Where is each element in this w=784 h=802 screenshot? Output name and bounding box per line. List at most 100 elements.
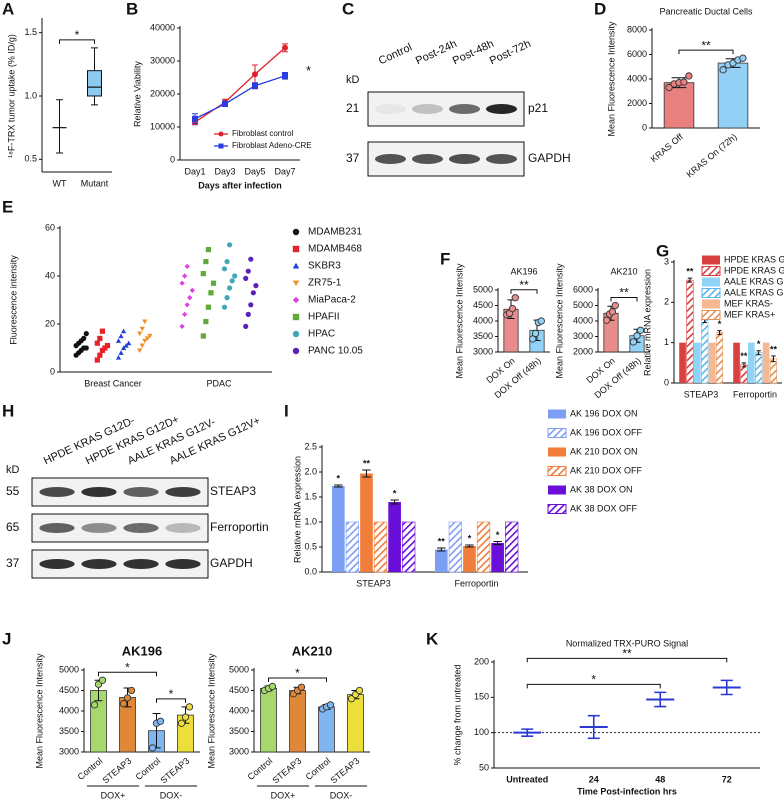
sig-label: *: [337, 473, 341, 483]
band: [165, 523, 201, 533]
data-point: [685, 72, 693, 80]
legend-label: MEF KRAS-: [724, 298, 773, 308]
y-tick-label: 20: [45, 318, 55, 328]
protein-label: p21: [528, 101, 548, 115]
marker: [252, 71, 258, 78]
marker: [118, 350, 124, 355]
sig-label: *: [125, 660, 130, 674]
bar: [373, 521, 388, 573]
band: [123, 487, 159, 497]
band: [39, 559, 75, 569]
legend-label: HPAC: [308, 329, 335, 340]
y-tick-label: 3500: [473, 331, 493, 341]
y-tick-label: 1.5: [24, 27, 37, 37]
sig-label: **: [686, 267, 694, 277]
legend-swatch: [702, 255, 720, 265]
bar: [740, 364, 748, 384]
sig-label: **: [619, 286, 629, 300]
band: [81, 487, 117, 497]
protein-label: STEAP3: [210, 484, 256, 498]
marker: [97, 335, 103, 341]
marker: [121, 345, 127, 351]
data-point: [181, 713, 190, 721]
bar: [347, 694, 364, 753]
error-bar: [741, 362, 747, 368]
y-tick-label: 3500: [59, 726, 79, 736]
panel-label: H: [2, 401, 14, 420]
y-tick-label: 1.0: [24, 90, 37, 100]
band: [123, 559, 159, 569]
legend-label: MDAMB231: [308, 227, 362, 238]
x-tick-label: Ferroportin: [733, 389, 777, 399]
bar: [693, 342, 701, 383]
sig-bracket: [526, 683, 661, 689]
chart-title: AK210: [610, 266, 637, 276]
marker: [144, 336, 150, 341]
panel-label: B: [126, 0, 138, 18]
marker: [218, 143, 224, 149]
bar: [402, 521, 416, 573]
data-point: [297, 683, 306, 691]
bar: [388, 502, 401, 572]
x-tick-label: Untreated: [506, 774, 548, 784]
legend-swatch: [702, 299, 720, 309]
marker: [253, 283, 259, 289]
band: [485, 154, 518, 164]
marker: [243, 275, 249, 281]
legend-label: ZR75-1: [308, 278, 342, 289]
y-axis-label: Mean Fluorescence Intensity: [206, 653, 216, 769]
data-point: [508, 304, 517, 313]
sig-label: *: [295, 666, 300, 680]
legend-label: PANC 10.05: [308, 346, 363, 357]
legend-label: AALE KRAS G12V-: [724, 276, 784, 286]
marker: [200, 333, 206, 339]
y-tick-label: 2.5: [304, 441, 317, 451]
y-tick-label: 6000: [627, 49, 647, 59]
series-line: [194, 47, 286, 123]
marker: [224, 259, 230, 265]
marker: [252, 82, 258, 89]
bar: [260, 688, 277, 753]
y-axis-label: ¹⁸F-TRX tumor uptake (% ID/g): [6, 34, 16, 158]
x-axis-label: Days after infection: [198, 180, 282, 190]
chart-title: AK210: [292, 643, 332, 658]
y-tick-label: 0: [170, 154, 175, 164]
legend-label: MEF KRAS+: [724, 309, 775, 319]
sig-label: **: [622, 647, 632, 661]
x-tick-label: STEAP3: [356, 578, 391, 588]
band: [39, 523, 75, 533]
x-tick-label: STEAP3: [684, 389, 719, 399]
marker: [104, 343, 111, 349]
bar: [747, 342, 755, 383]
legend-swatch: [701, 288, 721, 298]
data-point: [636, 326, 645, 334]
error-bar: [717, 330, 722, 336]
marker: [137, 348, 143, 353]
band: [81, 559, 117, 569]
error-bar: [390, 499, 399, 505]
marker: [292, 296, 300, 304]
chart-title: AK196: [510, 266, 537, 276]
x-tick-label: Ferroportin: [454, 578, 498, 588]
data-point: [148, 744, 157, 752]
x-tick-label: STEAP3: [100, 756, 133, 786]
box: [87, 70, 102, 97]
y-tick-label: 0.5: [24, 154, 37, 164]
marker: [205, 247, 211, 253]
data-point: [611, 301, 619, 310]
x-tick-label: STEAP3: [158, 756, 191, 786]
data-point: [608, 308, 617, 316]
error-bar: [756, 350, 761, 356]
marker: [248, 256, 254, 262]
y-tick-label: 4000: [59, 705, 79, 715]
error-bar: [362, 469, 371, 478]
protein-label: GAPDH: [210, 556, 253, 570]
legend-label: AK 196 DOX OFF: [570, 427, 643, 437]
y-axis-label: Relative mRNA expression: [642, 269, 652, 376]
legend-swatch: [547, 504, 567, 514]
marker: [222, 100, 228, 107]
marker: [208, 290, 214, 296]
legend-swatch: [547, 428, 567, 438]
marker: [179, 323, 185, 329]
